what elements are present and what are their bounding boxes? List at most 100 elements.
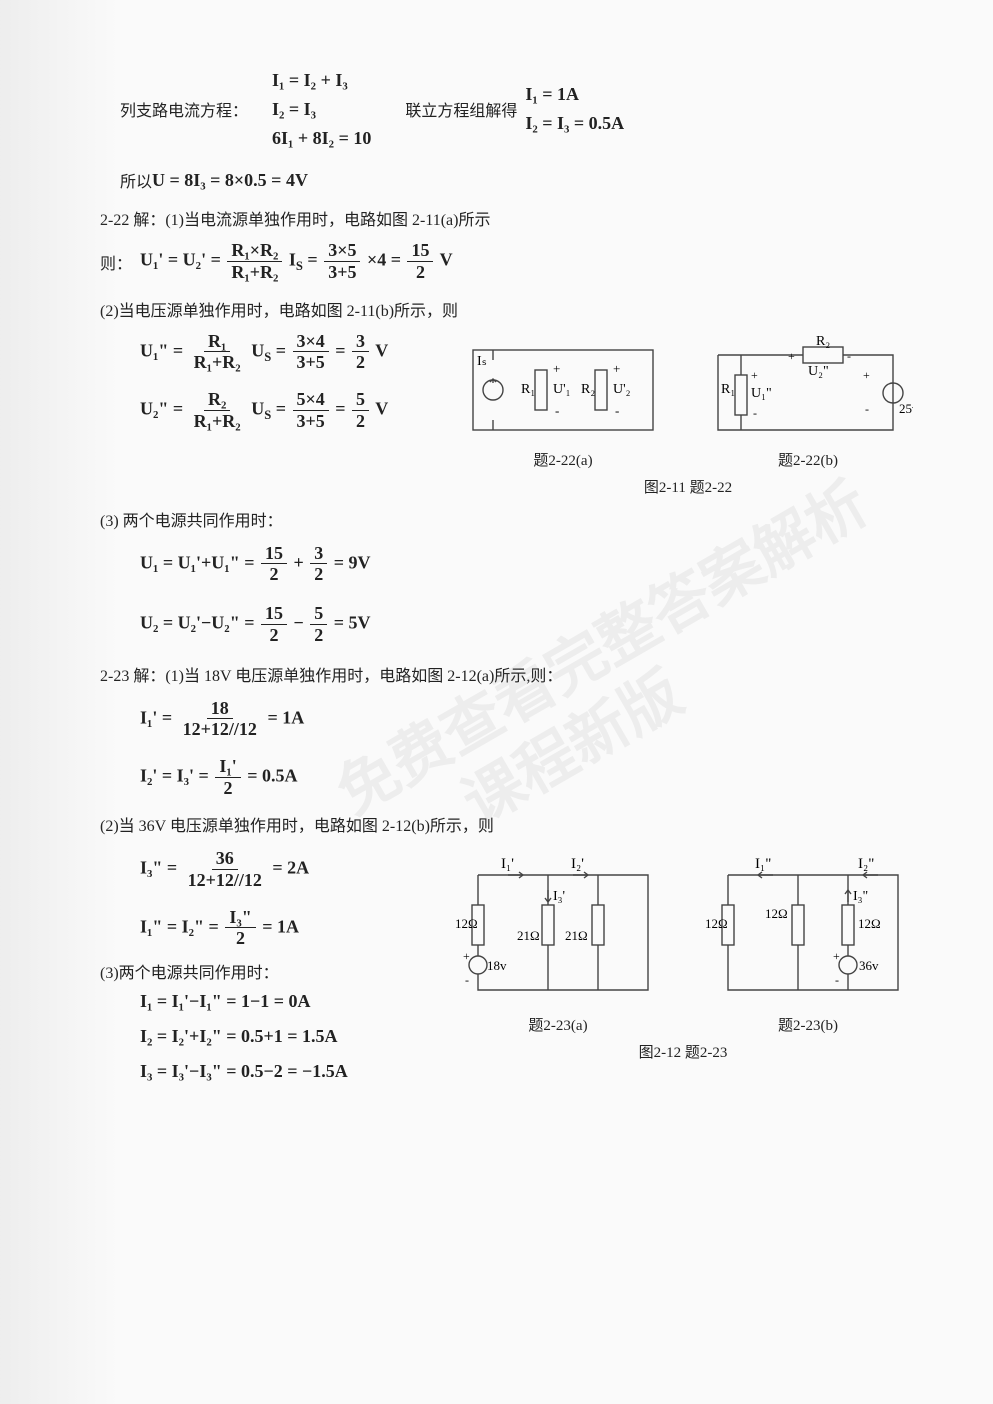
p223-eq7: I₃ = I₃'−I₃" = 0.5−2 = −1.5A [140, 1061, 348, 1082]
f23a-i1: I₁' [501, 856, 514, 872]
p223-eq2-num: I₁' [215, 756, 240, 778]
figb-p1: + [751, 368, 758, 382]
eq4-pre: U₁ = U₁'+U₁" = [140, 552, 259, 572]
figb-r1: R₁ [721, 382, 735, 397]
eq-i2: I₂ = I₃ [272, 95, 371, 124]
eq3-f3n: 5 [352, 389, 369, 411]
eq3-f3d: 2 [352, 411, 369, 432]
fig-2-23b-col: I₁" I₂" I₃" 12Ω 12Ω 12Ω + 36v - 题2-23(b) [703, 850, 913, 1035]
p222-eq4-row: U₁ = U₁'+U₁" = 152 + 32 = 9V [140, 543, 913, 585]
eq1-f3d: 2 [412, 262, 429, 283]
p223-eq1-pre: I₁' = [140, 707, 177, 727]
figa-r2: R₂ [581, 382, 595, 397]
document-page: 免费查看完整答案解析 课程新版 列支路电流方程： I₁ = I₂ + I₃ I₂… [0, 0, 993, 1404]
figa-is: Iₛ [477, 354, 487, 369]
p223-part2-row: (2)当 36V 电压源单独作用时，电路如图 2-12(b)所示，则 [100, 812, 913, 836]
figb-r2: R₂ [816, 335, 830, 349]
eq3-pre: U₂" = [140, 398, 188, 418]
figa-m2: - [615, 403, 619, 418]
p223-eq1-num: 18 [207, 698, 233, 720]
fig-2-22-main-caption: 图2-11 题2-22 [463, 476, 913, 497]
p223-eq2-row: I₂' = I₃' = I₁'2 = 0.5A [140, 756, 913, 798]
eq4-f1n: 15 [261, 543, 287, 565]
fig-2-22b-col: R₂ + - U₂" R₁ + U₁" - + - 25v 题2-22(b) [703, 335, 913, 470]
p222-part2: (2)当电压源单独作用时，电路如图 2-11(b)所示，则 [100, 297, 458, 321]
fig-2-22a-caption: 题2-22(a) [533, 449, 592, 470]
p222-eq5-row: U₂ = U₂'−U₂" = 152 − 52 = 5V [140, 603, 913, 645]
eq1-p1: = [307, 250, 322, 270]
fig-2-23a-svg: I₁' I₂' I₃' 12Ω 21Ω 21Ω + 18v - [453, 850, 663, 1010]
p223-eq4-den: 2 [232, 928, 249, 949]
f23b-r12c: 12Ω [858, 916, 881, 931]
so-eq: U = 8I₃ = 8×0.5 = 4V [152, 170, 308, 191]
p223-eq3-pre: I₃" = [140, 858, 182, 878]
p223-part3: (3)两个电源共同作用时： [100, 959, 279, 983]
res-i1: I₁ = 1A [525, 80, 624, 109]
f23a-r21b: 21Ω [565, 928, 588, 943]
p223-eq3-den: 12+12//12 [184, 870, 266, 891]
p223-part2: (2)当 36V 电压源单独作用时，电路如图 2-12(b)所示，则 [100, 812, 494, 836]
eq5-f1n: 15 [261, 603, 287, 625]
fig-2-22a-svg: Iₛ R₁ + U'₁ - R₂ + U'₂ - [463, 335, 663, 445]
p222-part3-row: (3) 两个电源共同作用时： [100, 507, 913, 531]
p223-eq1-den: 12+12//12 [179, 719, 261, 740]
eq1-f2n: 3×5 [324, 240, 360, 262]
f23a-r12: 12Ω [455, 916, 478, 931]
p223-eq3-num: 36 [212, 848, 238, 870]
f23b-i3: I₃" [853, 889, 868, 904]
p223-eq2-den: 2 [220, 778, 237, 799]
f23a-src: 18v [487, 958, 507, 973]
p223-eq4-post: = 1A [262, 916, 299, 936]
res-i23: I₂ = I₃ = 0.5A [525, 109, 624, 138]
p223-eq3-row: I₃" = 3612+12//12 = 2A [140, 848, 433, 890]
eq3-unit: V [375, 398, 388, 418]
f23a-minus: - [465, 973, 469, 987]
figb-m2: - [847, 349, 851, 363]
p222-heading-row: 2-22 解：(1)当电流源单独作用时，电路如图 2-11(a)所示 [100, 206, 913, 230]
p223-eq6-row: I₂ = I₂'+I₂" = 0.5+1 = 1.5A [140, 1026, 433, 1047]
fig-2-23-main-caption: 图2-12 题2-23 [453, 1041, 913, 1062]
eq5-minus: − [293, 612, 308, 632]
fig-2-23-block: I₁' I₂' I₃' 12Ω 21Ω 21Ω + 18v - 题2-23(a) [453, 842, 913, 1062]
f23b-minus: - [835, 973, 839, 987]
eq2-p2: = [335, 340, 350, 360]
figb-sm: - [865, 402, 869, 416]
eq2-f3d: 2 [352, 352, 369, 373]
figa-p2: + [613, 361, 620, 376]
eq3-p1: = [276, 398, 291, 418]
fig-2-22b-svg: R₂ + - U₂" R₁ + U₁" - + - 25v [703, 335, 913, 445]
f23a-r21a: 21Ω [517, 928, 540, 943]
figa-p1: + [553, 361, 560, 376]
f23b-i1: I₁" [755, 856, 771, 872]
p223-eq4-pre: I₁" = I₂" = [140, 916, 223, 936]
eq5-f2n: 5 [310, 603, 327, 625]
branch-label: 列支路电流方程： [120, 97, 248, 121]
eq4-plus: + [293, 552, 308, 572]
result-stack: I₁ = 1A I₂ = I₃ = 0.5A [525, 80, 624, 138]
p222-part2-row: (2)当电压源单独作用时，电路如图 2-11(b)所示，则 [100, 297, 913, 321]
f23b-src: 36v [859, 958, 879, 973]
figb-u2: U₂" [808, 364, 829, 379]
eq3-den: R₁+R₂ [190, 411, 245, 432]
p223-eq6: I₂ = I₂'+I₂" = 0.5+1 = 1.5A [140, 1026, 337, 1047]
p223-eq5: I₁ = I₁'−I₁" = 1−1 = 0A [140, 991, 310, 1012]
eq1-num: R₁×R₂ [227, 240, 282, 262]
p223-part3-row: (3)两个电源共同作用时： [100, 959, 433, 983]
eq1-f2d: 3+5 [324, 262, 360, 283]
fig-2-23a-caption: 题2-23(a) [528, 1014, 587, 1035]
eq1-f3n: 15 [407, 240, 433, 262]
figa-u1: U'₁ [553, 382, 571, 397]
p223-eq1-row: I₁' = 1812+12//12 = 1A [140, 698, 913, 740]
eq1-p2: ×4 = [367, 250, 406, 270]
eq2-f3n: 3 [352, 331, 369, 353]
eq3-num: R₂ [204, 389, 230, 411]
p222-eq2-row: U₁" = R₁R₁+R₂ US = 3×43+5 = 32 V [140, 331, 443, 373]
figb-m1: - [753, 406, 757, 420]
then-label: 则： [100, 250, 132, 274]
p223-eq2-post: = 0.5A [247, 765, 297, 785]
p223-eq4-row: I₁" = I₂" = I₃"2 = 1A [140, 907, 433, 949]
solve-label: 联立方程组解得 [405, 97, 517, 121]
eq3-f2n: 5×4 [293, 389, 329, 411]
eq2-sub: S [264, 350, 271, 364]
f23a-i2: I₂' [571, 856, 584, 872]
